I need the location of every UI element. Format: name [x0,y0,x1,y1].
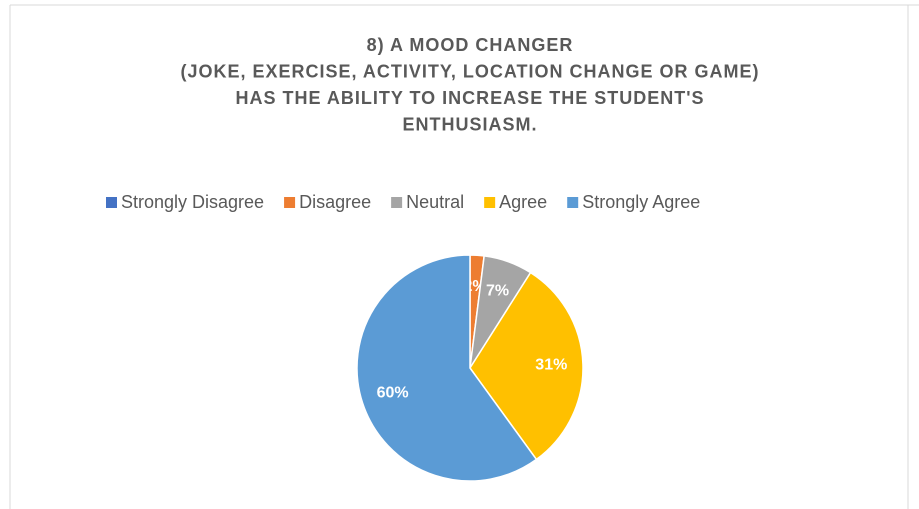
legend-swatch [284,197,296,208]
legend-swatch [567,197,579,208]
data-label: 31% [535,357,567,374]
legend-label: Neutral [406,192,464,212]
data-label: 7% [486,283,509,300]
data-label: 60% [377,384,409,401]
pie-slice [356,254,538,482]
chart-title: ENTHUSIASM. [402,114,537,134]
legend-label: Strongly Disagree [121,192,264,212]
chart-title: (JOKE, EXERCISE, ACTIVITY, LOCATION CHAN… [180,61,759,81]
legend-label: Strongly Agree [582,192,700,212]
legend-label: Agree [499,192,547,212]
legend-label: Disagree [299,192,371,212]
chart-title: HAS THE ABILITY TO INCREASE THE STUDENT'… [236,88,705,108]
legend-swatch [484,197,496,208]
legend-swatch [391,197,403,208]
chart-title: 8) A MOOD CHANGER [367,35,574,55]
legend-swatch [106,197,117,208]
pie-slice [469,271,584,461]
